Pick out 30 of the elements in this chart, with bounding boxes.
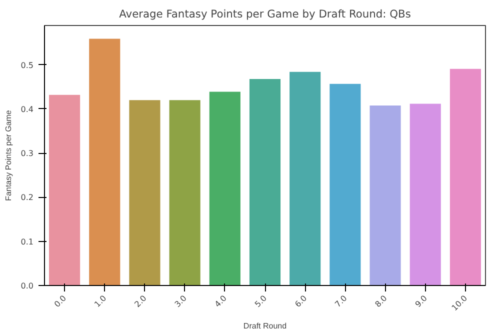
x-tick-label: 4.0 xyxy=(213,294,228,310)
bar xyxy=(448,68,482,286)
bar xyxy=(368,104,402,286)
bar xyxy=(248,78,282,286)
x-tick-label: 0.0 xyxy=(52,294,68,310)
y-tick-label: 0.2 xyxy=(20,193,34,202)
x-axis-title: Draft Round xyxy=(243,321,287,330)
bar xyxy=(408,102,442,286)
y-tick-label: 0.1 xyxy=(20,237,34,246)
x-tick-label: 8.0 xyxy=(373,294,389,310)
y-tick-label: 0.5 xyxy=(20,60,34,70)
y-axis-title: Fantasy Points per Game xyxy=(4,110,13,201)
y-tick-label: 0.4 xyxy=(20,104,34,114)
bar xyxy=(48,94,82,286)
bar xyxy=(88,38,122,286)
y-tick-label: 0.0 xyxy=(20,282,34,290)
bar xyxy=(168,99,202,286)
x-tick-label: 3.0 xyxy=(172,294,188,310)
bar xyxy=(328,82,362,286)
bar xyxy=(288,70,322,286)
x-tick-label: 2.0 xyxy=(132,294,148,310)
bar xyxy=(208,90,242,286)
x-tick-label: 7.0 xyxy=(333,294,349,310)
chart-title: Average Fantasy Points per Game by Draft Round: QBs xyxy=(119,8,412,20)
x-tick-label: 5.0 xyxy=(253,294,269,310)
y-tick-label: 0.3 xyxy=(20,149,34,158)
bar xyxy=(128,99,162,286)
x-tick-label: 6.0 xyxy=(293,294,309,310)
x-tick-label: 1.0 xyxy=(92,294,108,310)
x-tick-label: 9.0 xyxy=(414,294,429,310)
